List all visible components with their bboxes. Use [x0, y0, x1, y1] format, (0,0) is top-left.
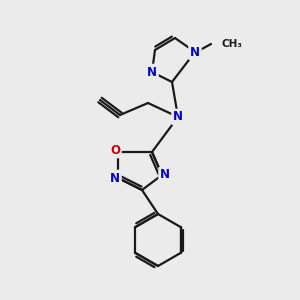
Text: N: N [173, 110, 183, 124]
Text: O: O [110, 143, 120, 157]
Text: N: N [190, 46, 200, 59]
Text: CH₃: CH₃ [221, 39, 242, 49]
Text: N: N [160, 169, 170, 182]
Text: N: N [147, 65, 157, 79]
Text: N: N [110, 172, 120, 184]
